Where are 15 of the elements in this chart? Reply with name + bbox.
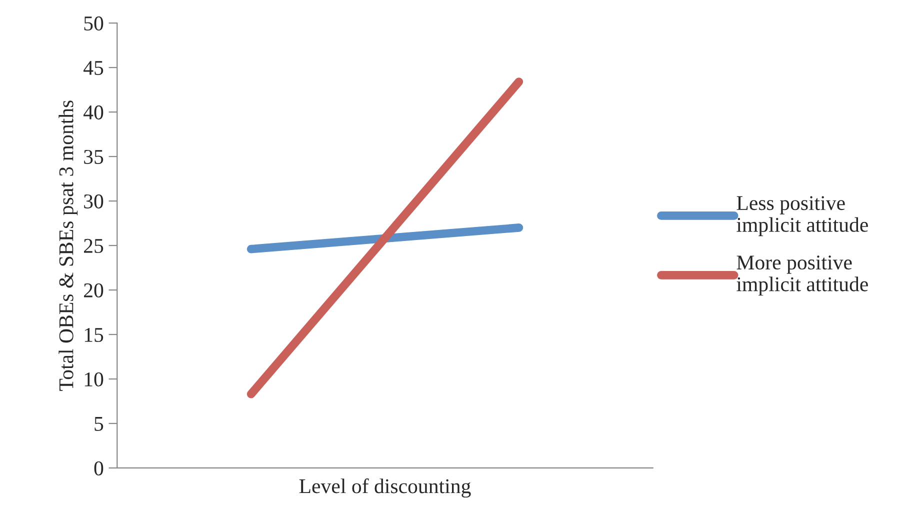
y-tick-label: 45: [84, 61, 104, 75]
y-tick-label: 35: [84, 150, 104, 164]
y-tick-label: 0: [94, 461, 104, 476]
y-tick-label: 50: [84, 16, 104, 30]
x-axis-title: Level of discounting: [299, 478, 471, 498]
legend-label: More positive implicit attitude: [736, 256, 868, 296]
y-tick-label: 20: [84, 283, 104, 298]
y-tick-label: 10: [84, 372, 104, 386]
y-tick-label: 40: [84, 105, 104, 120]
y-tick-label: 30: [84, 194, 104, 208]
y-tick-label: 5: [94, 417, 104, 431]
y-axis-title: Total OBEs & SBEs psat 3 months: [58, 100, 78, 391]
y-tick-label: 15: [84, 328, 104, 342]
y-tick-label: 25: [84, 238, 104, 253]
legend-label: Less positive implicit attitude: [736, 196, 868, 236]
